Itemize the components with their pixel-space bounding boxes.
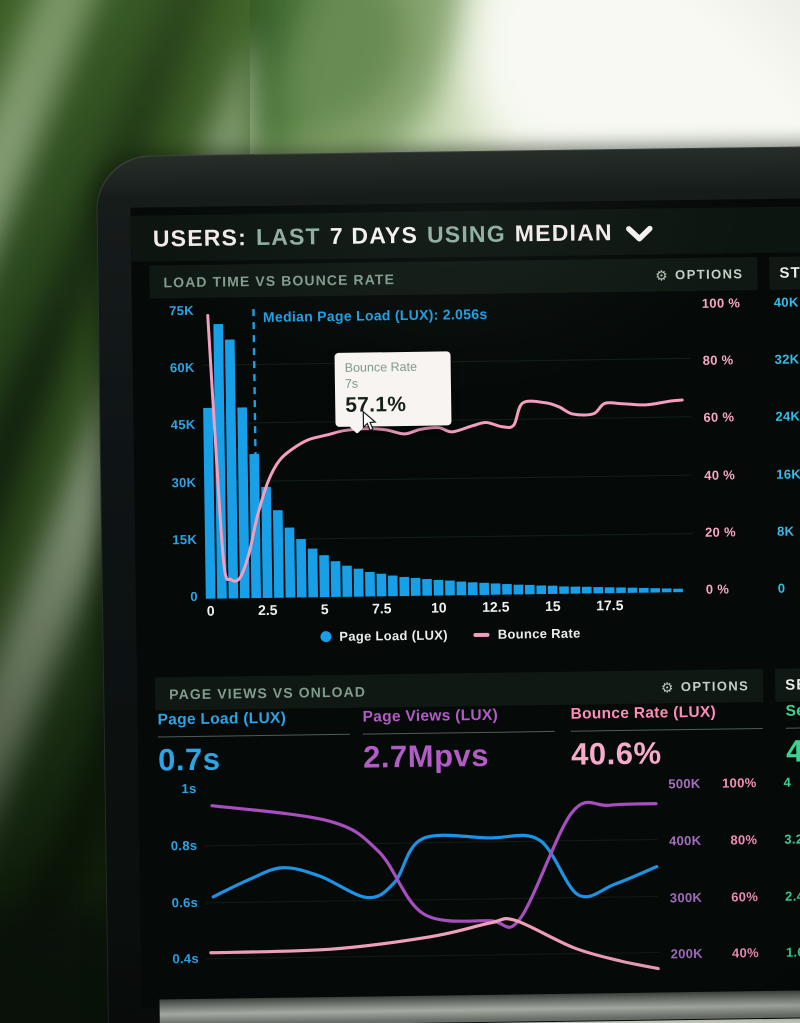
axis-tick: 3.2 [784,831,800,847]
options-label: OPTIONS [675,266,744,283]
axis-tick: 60% [731,889,759,905]
divider [785,726,800,729]
axis-tick: 45K [170,417,196,433]
axis-ticks: 75K 60K 45K 30K 15K 0 100 % 80 % 60 % 40 % 20 % 0 %… [130,198,800,966]
metric-card: Page Views (LUX) 2.7Mpvs [362,706,555,776]
panel-title: STA [779,264,800,282]
title-segment: 7 DAYS [329,221,419,249]
axis-tick: 4 [783,774,792,790]
axis-tick: 500K [668,775,701,792]
axis-tick: 17.5 [596,596,624,614]
axis-tick: 40% [731,945,760,961]
median-annotation: Median Page Load (LUX): 2.056s [262,305,488,325]
divider [157,733,350,738]
axis-tick: 80% [730,832,758,848]
title-segment: USING [426,220,507,248]
title-segment: USERS: [152,223,248,251]
axis-tick: 60 % [703,409,735,426]
gear-icon: ⚙︎ [655,266,670,283]
legend-item[interactable]: Page Load (LUX) [320,627,448,644]
axis-tick: 1.6 [785,944,800,960]
laptop-bezel: USERS: LAST 7 DAYS USING MEDIAN LOAD TIME VS… [95,145,800,1023]
axis-tick: 0 [777,580,786,596]
options-button[interactable]: ⚙︎ OPTIONS [660,678,750,695]
axis-tick: 32K [774,351,800,368]
axis-tick: 100 % [701,295,741,311]
panel-header-right-top: STA [769,255,800,290]
options-label: OPTIONS [680,678,750,695]
dashboard-title-bar: USERS: LAST 7 DAYS USING MEDIAN [130,205,800,262]
metric-value: 2.7Mpvs [362,737,490,775]
axis-tick: 300K [669,889,703,906]
axis-tick: 15K [172,531,198,548]
tooltip-series: Bounce Rate [344,359,418,375]
legend-label: Page Load (LUX) [339,627,448,644]
axis-tick: 80 % [702,352,734,369]
axis-tick: 12.5 [482,598,510,615]
divider [570,728,763,732]
legend-item[interactable]: Bounce Rate [473,625,581,642]
panel-title: PAGE VIEWS VS ONLOAD [169,683,367,702]
metrics-row: Page Load (LUX) 0.7s Page Views (LUX) 2.7Mp… [130,198,800,777]
axis-tick: 40 % [704,466,736,483]
axis-tick: 2.5 [257,601,278,619]
metric-card: Bounce Rate (LUX) 40.6% [570,703,763,773]
legend-label: Bounce Rate [497,625,581,642]
axis-tick: 5 [320,601,329,618]
page-title: USERS: LAST 7 DAYS USING MEDIAN [153,218,622,252]
axis-tick: 24K [775,408,800,425]
metric-value: 40.6% [570,735,662,772]
legend-line-marker [473,632,490,637]
axis-tick: 0.4s [172,950,200,967]
options-button[interactable]: ⚙︎ OPTIONS [655,266,744,283]
tooltip-value: 57.1% [345,393,407,418]
panel-header-right-bottom: SES [774,667,800,702]
title-segment: MEDIAN [514,218,613,246]
chart-tooltip: Bounce Rate 7s 57.1% [334,351,452,428]
load-time-chart-plot[interactable] [202,300,694,599]
metric-value: 0.7s [157,741,221,778]
metric-sessions-partial: Se 4 [785,701,800,770]
dashboard-screen: USERS: LAST 7 DAYS USING MEDIAN LOAD TIME VS… [130,197,800,1008]
axis-tick: 7.5 [371,600,392,617]
axis-tick: 0.6s [171,894,199,911]
axis-tick: 40K [773,294,799,310]
axis-tick: 10 [430,599,447,616]
metric-label: Se [785,702,800,720]
axis-tick: 8K [776,523,795,539]
axis-tick: 100% [721,775,757,791]
chart-legend: Page Load (LUX) Bounce Rate [206,624,694,646]
gear-icon: ⚙︎ [660,678,675,695]
axis-tick: 400K [668,832,702,849]
axis-tick: 15 [544,597,561,615]
axis-tick: 200K [670,945,704,962]
axis-tick: 16K [776,466,800,482]
chevron-down-icon[interactable] [625,225,653,242]
axis-tick: 75K [169,302,194,319]
title-segment: LAST [255,222,322,250]
metric-value: 4 [785,733,800,769]
metric-card: Page Load (LUX) 0.7s [157,709,350,779]
panel-title: SES [785,676,800,694]
panel-header-load-time: LOAD TIME VS BOUNCE RATE ⚙︎ OPTIONS [149,257,758,299]
metric-label: Page Views (LUX) [362,706,499,726]
axis-tick: 30K [171,474,197,490]
axis-tick: 0 [206,602,215,619]
axis-tick: 0.8s [170,837,198,854]
legend-dot-marker [320,631,332,643]
axis-tick: 2.4 [785,888,800,904]
divider [362,730,555,735]
mouse-cursor [362,410,377,432]
tooltip-x-value: 7s [344,376,359,391]
panel-title: LOAD TIME VS BOUNCE RATE [163,270,396,290]
axis-tick: 20 % [704,524,736,540]
metric-label: Page Load (LUX) [157,709,287,729]
axis-tick: 1s [181,780,197,797]
axis-tick: 60K [169,360,195,376]
axis-tick: 0 % [705,581,730,597]
metric-label: Bounce Rate (LUX) [570,703,717,723]
page-views-chart-plot[interactable] [204,784,660,985]
